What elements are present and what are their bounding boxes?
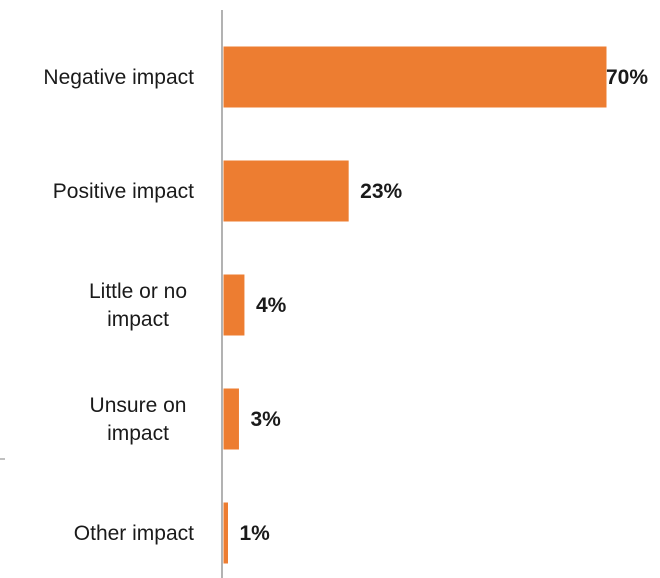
category-label: Little or no impact [89, 280, 187, 331]
value-label: 4% [256, 294, 287, 317]
bar [222, 273, 246, 337]
bar [222, 45, 608, 109]
value-label: 70% [606, 66, 648, 89]
category-label: Other impact [74, 522, 194, 545]
value-label: 23% [360, 180, 402, 203]
value-label: 1% [239, 522, 270, 545]
category-labels-group: Negative impact Positive impact Little or … [43, 66, 194, 545]
bar [222, 387, 240, 451]
bar [222, 159, 350, 223]
category-label: Negative impact [43, 66, 194, 89]
value-labels-group: 70% 23% 4% 3% 1% [239, 66, 648, 545]
bar [222, 501, 229, 565]
value-label: 3% [250, 408, 281, 431]
bars-group [222, 45, 608, 565]
category-label: Positive impact [53, 180, 194, 203]
category-label: Unsure on impact [90, 394, 187, 445]
